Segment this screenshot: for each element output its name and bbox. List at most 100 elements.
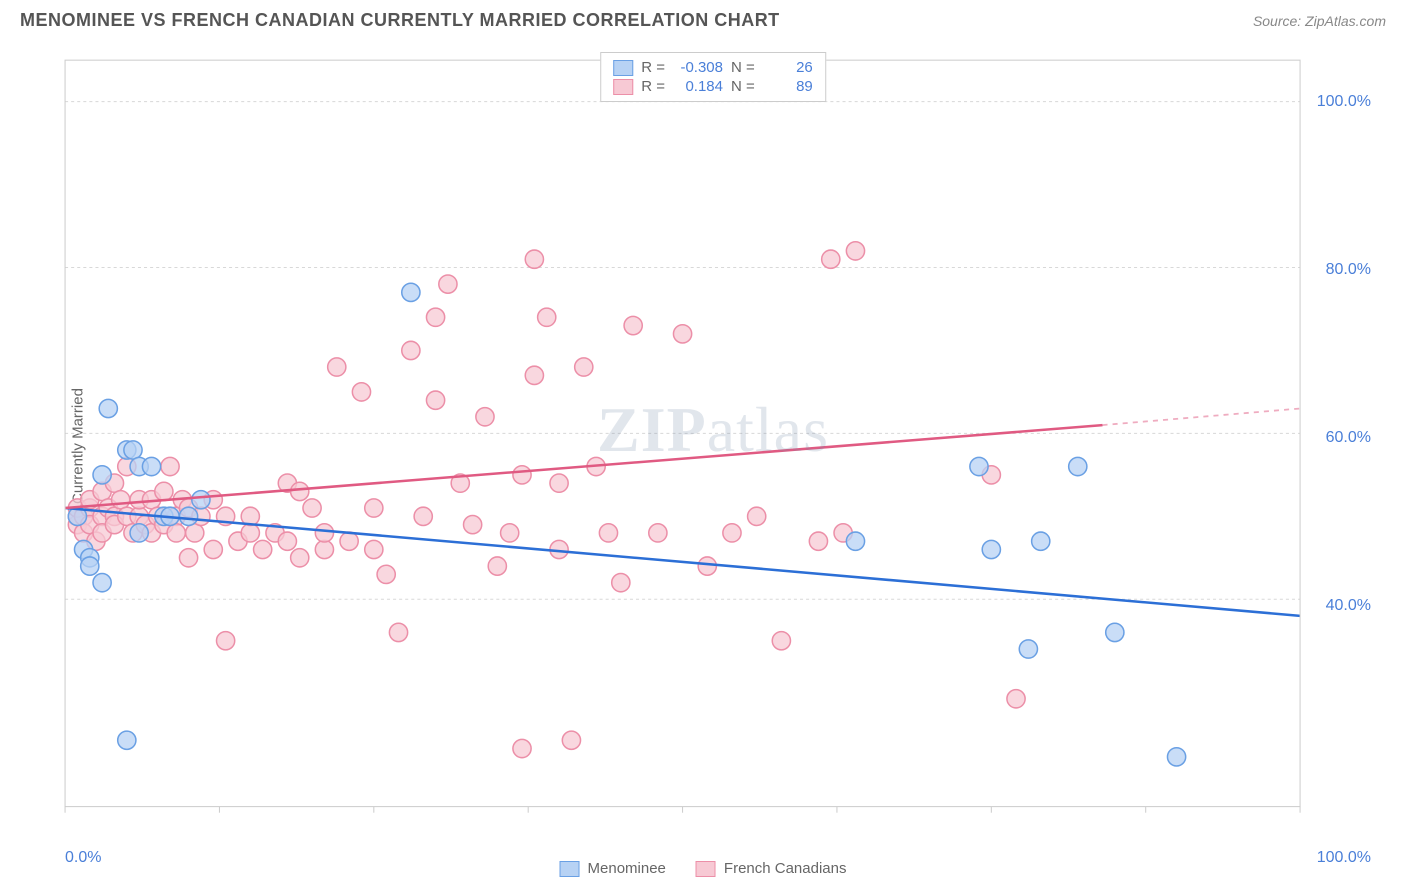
data-point [81,557,99,575]
legend-swatch-icon [560,861,580,877]
data-point [624,316,642,334]
data-point [982,540,1000,558]
data-point [389,623,407,641]
chart-title: MENOMINEE VS FRENCH CANADIAN CURRENTLY M… [20,10,780,31]
data-point [1032,532,1050,550]
y-tick-label: 60.0% [1326,429,1371,447]
data-point [365,499,383,517]
r-value: 0.184 [673,78,723,95]
data-point [673,325,691,343]
data-point [315,540,333,558]
data-point [204,540,222,558]
data-point [612,574,630,592]
data-point [93,574,111,592]
data-point [599,524,617,542]
data-point [414,507,432,525]
data-point [315,524,333,542]
data-point [575,358,593,376]
data-point [377,565,395,583]
r-label: R = [641,59,665,76]
y-tick-label: 40.0% [1326,597,1371,615]
data-point [439,275,457,293]
data-point [1019,640,1037,658]
series-legend: Menominee French Canadians [560,860,847,877]
data-point [99,399,117,417]
data-point [118,731,136,749]
y-tick-label: 80.0% [1326,261,1371,279]
data-point [501,524,519,542]
data-point [550,474,568,492]
data-point [525,250,543,268]
data-point [1167,748,1185,766]
legend-item: French Canadians [696,860,847,877]
data-point [748,507,766,525]
data-point [179,549,197,567]
data-point [809,532,827,550]
data-point [1007,690,1025,708]
data-point [723,524,741,542]
data-point [142,457,160,475]
data-point [179,507,197,525]
n-value: 89 [763,78,813,95]
data-point [402,283,420,301]
data-point [426,391,444,409]
data-point [192,491,210,509]
source-attribution: Source: ZipAtlas.com [1253,13,1386,29]
legend-label: French Canadians [724,860,847,877]
data-point [161,457,179,475]
data-point [291,482,309,500]
data-point [772,632,790,650]
data-point [402,341,420,359]
n-value: 26 [763,59,813,76]
data-point [291,549,309,567]
series-swatch-icon [613,60,633,76]
data-point [352,383,370,401]
stats-row: R = -0.308 N = 26 [613,58,813,77]
data-point [241,524,259,542]
data-point [1106,623,1124,641]
data-point [278,532,296,550]
data-point [112,491,130,509]
chart-container: Currently Married 40.0%60.0%80.0%100.0% … [50,50,1376,842]
x-axis-min-label: 0.0% [65,849,101,867]
x-axis-max-label: 100.0% [1317,849,1371,867]
data-point [167,524,185,542]
data-point [328,358,346,376]
trend-line-extrapolated [1102,409,1300,426]
data-point [130,524,148,542]
data-point [1069,457,1087,475]
y-tick-label: 100.0% [1317,93,1371,111]
data-point [426,308,444,326]
data-point [93,466,111,484]
data-point [562,731,580,749]
data-point [217,632,235,650]
n-label: N = [731,78,755,95]
data-point [822,250,840,268]
legend-swatch-icon [696,861,716,877]
data-point [513,739,531,757]
data-point [846,242,864,260]
legend-label: Menominee [588,860,666,877]
scatter-plot [60,50,1376,832]
data-point [303,499,321,517]
data-point [186,524,204,542]
r-value: -0.308 [673,59,723,76]
data-point [340,532,358,550]
series-swatch-icon [613,79,633,95]
correlation-stats-box: R = -0.308 N = 26 R = 0.184 N = 89 [600,52,826,102]
stats-row: R = 0.184 N = 89 [613,77,813,96]
data-point [846,532,864,550]
data-point [155,482,173,500]
data-point [649,524,667,542]
data-point [513,466,531,484]
data-point [476,408,494,426]
data-point [698,557,716,575]
n-label: N = [731,59,755,76]
data-point [124,441,142,459]
legend-item: Menominee [560,860,666,877]
data-point [970,457,988,475]
data-point [488,557,506,575]
data-point [525,366,543,384]
trend-line [65,425,1102,508]
r-label: R = [641,78,665,95]
